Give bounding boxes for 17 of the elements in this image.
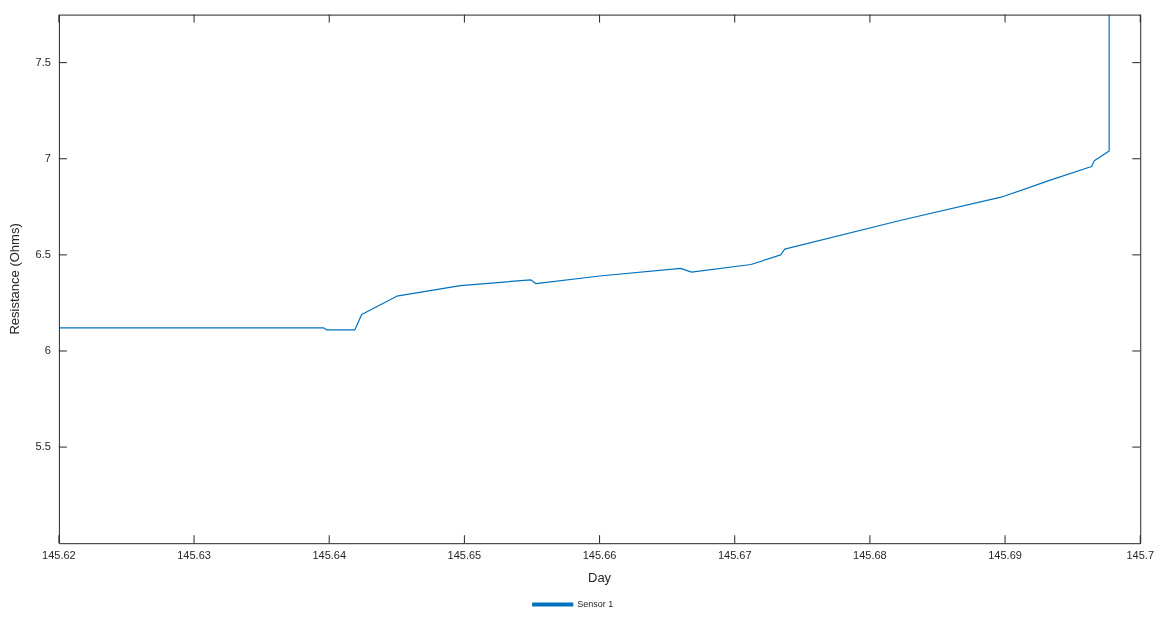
x-tick-label: 145.65 bbox=[447, 548, 482, 561]
y-tick-label: 6.5 bbox=[35, 247, 51, 260]
x-tick-label: 145.68 bbox=[853, 548, 887, 561]
x-tick-label: 145.64 bbox=[312, 548, 347, 561]
x-tick-label: 145.66 bbox=[582, 548, 617, 561]
y-tick-label: 7.5 bbox=[35, 55, 51, 68]
y-axis-title: Resistance (Ohms) bbox=[7, 223, 23, 335]
legend-label: Sensor 1 bbox=[577, 598, 614, 609]
x-axis-title: Day bbox=[588, 569, 612, 585]
x-tick-label: 145.67 bbox=[717, 548, 752, 561]
x-tick-label: 145.63 bbox=[177, 548, 211, 561]
x-tick-label: 145.62 bbox=[42, 548, 76, 561]
y-tick-label: 6 bbox=[44, 344, 51, 357]
x-tick-label: 145.7 bbox=[1126, 548, 1154, 561]
y-tick-label: 5.5 bbox=[35, 440, 51, 453]
y-tick-label: 7 bbox=[44, 151, 51, 164]
x-tick-label: 145.69 bbox=[988, 548, 1022, 561]
